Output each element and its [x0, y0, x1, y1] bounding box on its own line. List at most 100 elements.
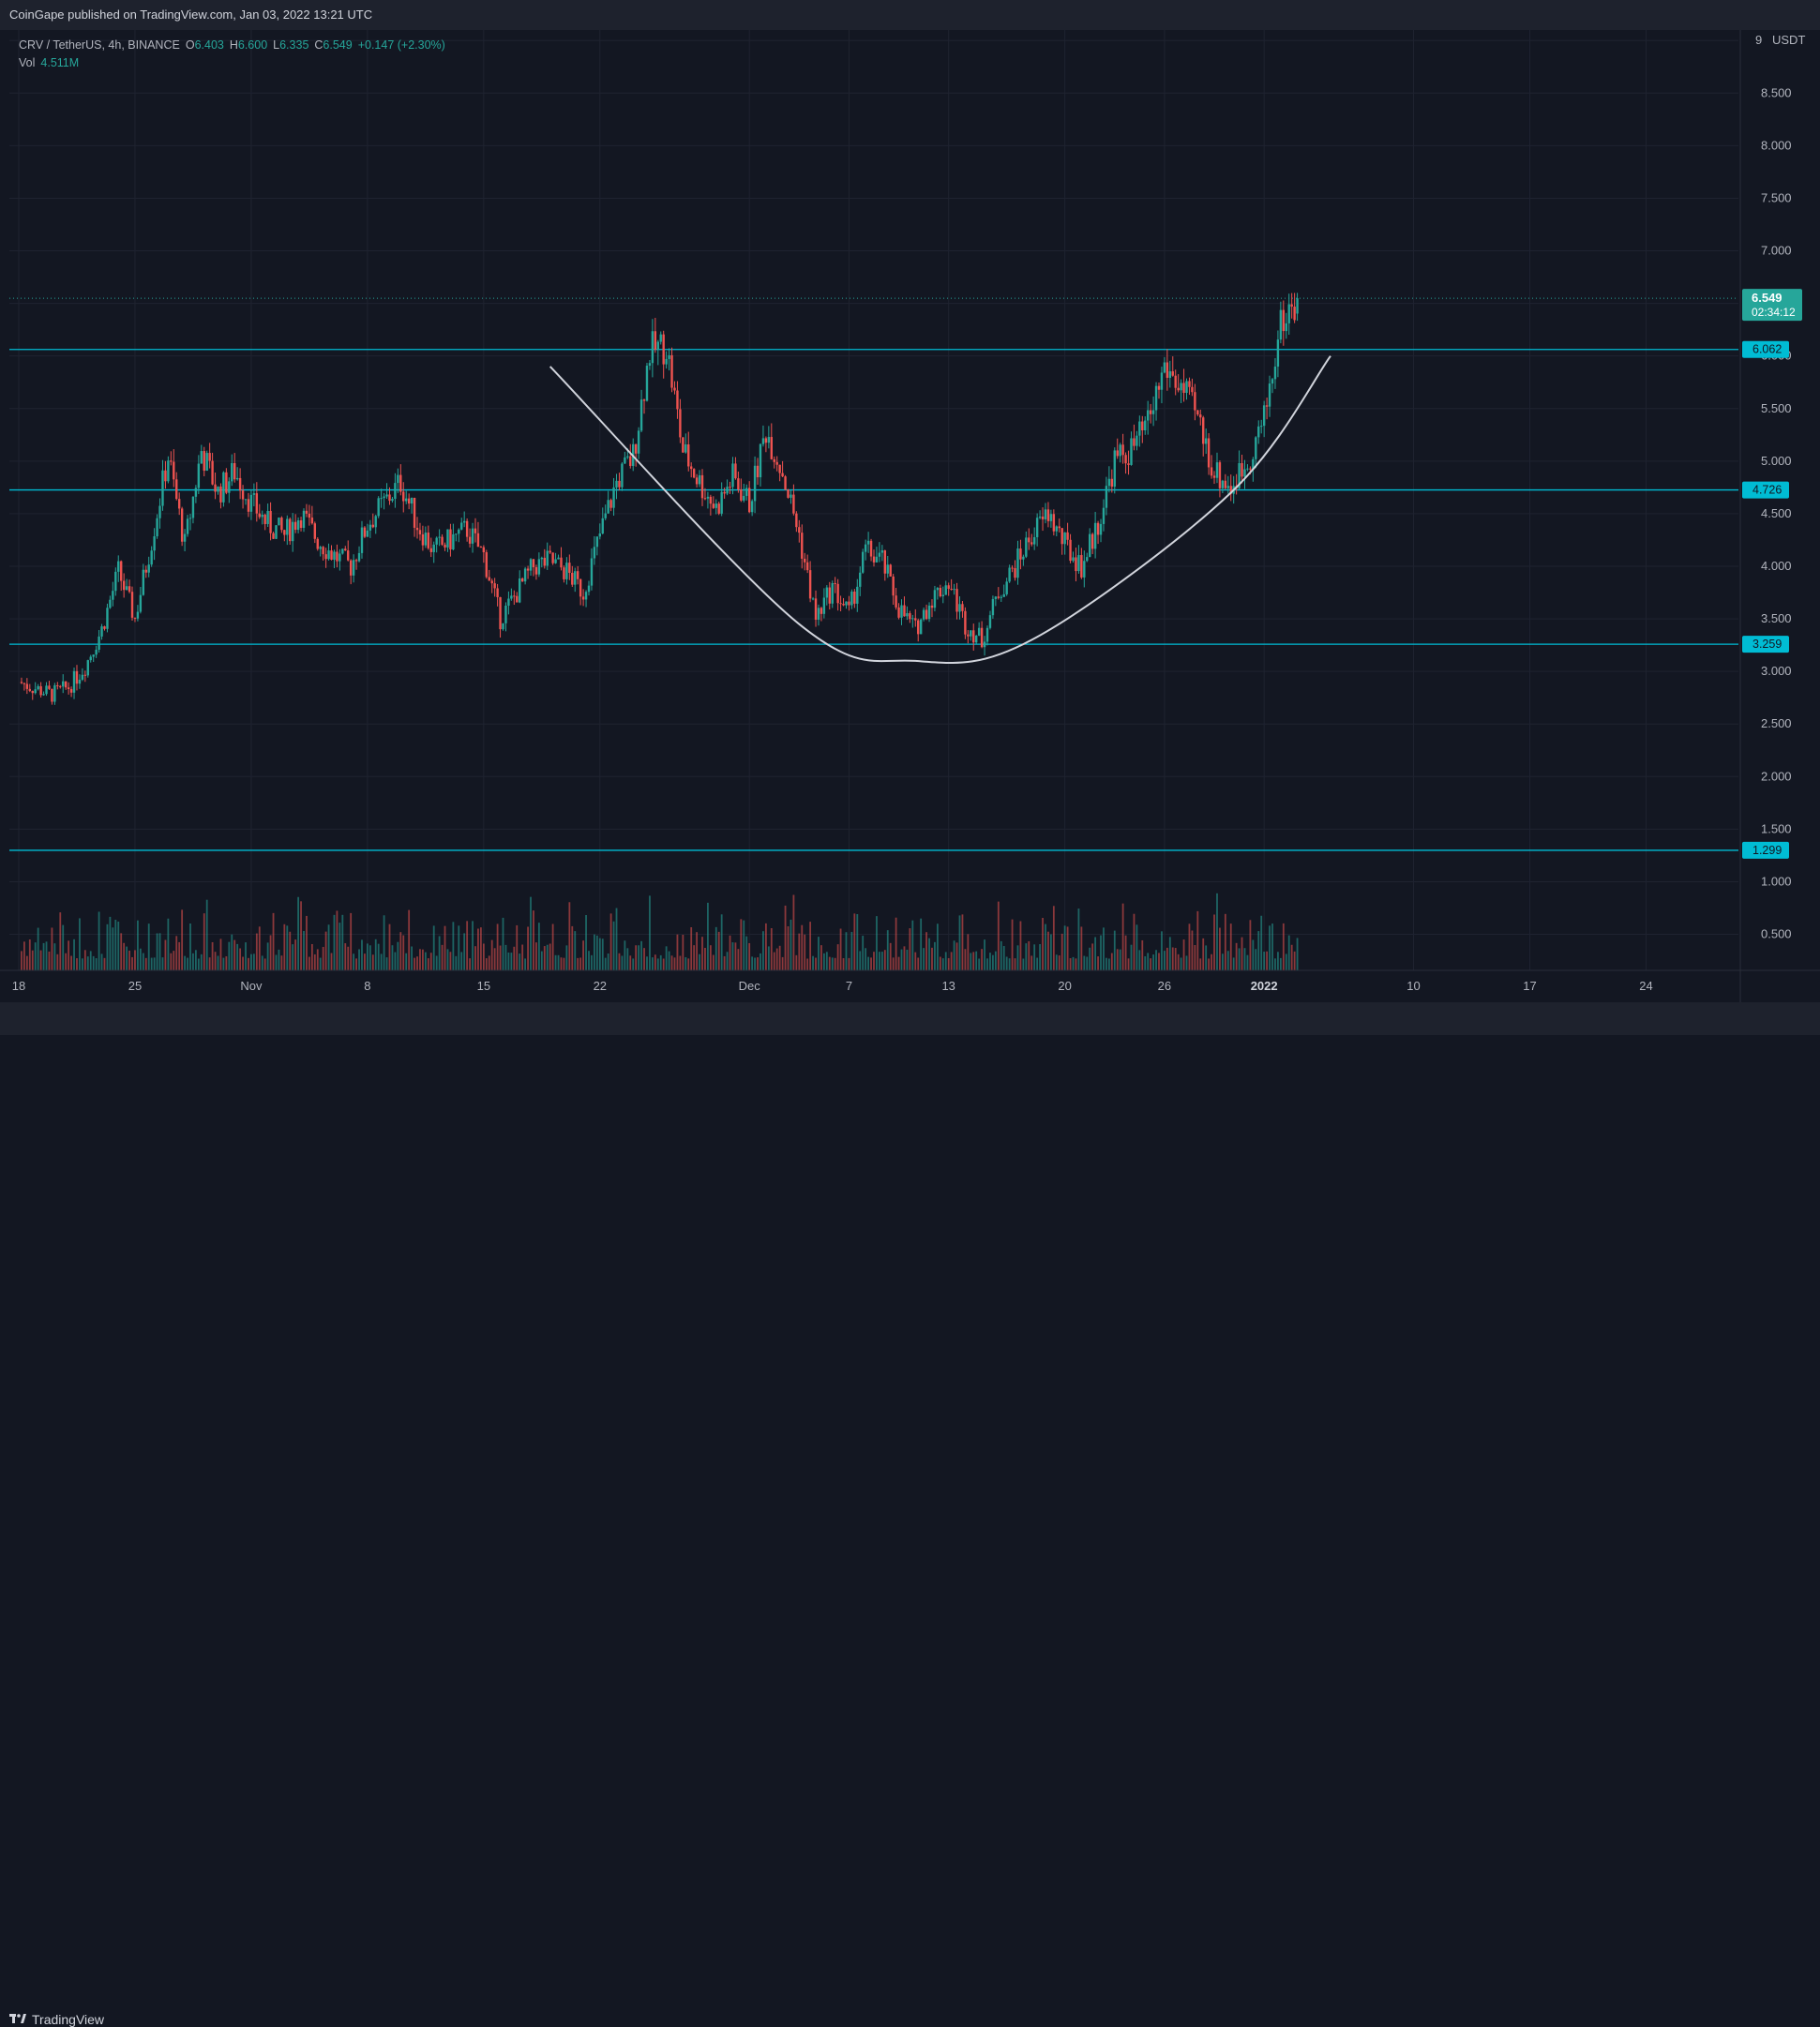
candle-body — [889, 564, 892, 577]
support-resistance-levels — [9, 349, 1738, 851]
volume-bar — [737, 949, 740, 970]
price-chart[interactable]: 98.5008.0007.5007.0006.5006.0005.5005.00… — [0, 30, 1820, 1002]
volume-bar — [906, 949, 909, 970]
candle — [493, 578, 496, 597]
candle — [308, 504, 311, 526]
candle — [781, 460, 784, 477]
candle-body — [753, 465, 757, 502]
candle-body — [723, 491, 726, 494]
candle-body — [543, 557, 546, 566]
volume-bar — [1005, 956, 1008, 970]
candle-body — [714, 503, 717, 508]
time-tick-label: 8 — [364, 979, 370, 993]
candle — [69, 686, 73, 698]
candle — [1136, 430, 1138, 451]
candle-body — [502, 623, 504, 630]
volume-bar — [56, 953, 59, 970]
candle — [142, 563, 145, 596]
candle — [81, 668, 84, 682]
open-label: O — [185, 38, 195, 52]
candle — [222, 471, 225, 507]
candle — [1287, 293, 1290, 336]
volume-bar — [252, 953, 255, 970]
volume-bar — [795, 954, 798, 970]
candle-body — [878, 552, 881, 557]
candle-body — [1171, 371, 1174, 376]
rounding-bottom-curve — [549, 355, 1331, 665]
candle-body — [764, 438, 768, 443]
candle-body — [579, 578, 582, 597]
volume-bar — [300, 901, 302, 970]
candle — [1157, 383, 1161, 399]
volume-bar — [853, 913, 856, 970]
candle — [421, 525, 425, 551]
volume-bar — [1060, 933, 1063, 970]
candle — [130, 586, 134, 621]
candle-body — [737, 478, 740, 490]
candle-body — [200, 451, 203, 464]
tradingview-logo[interactable]: TradingView — [9, 2012, 104, 2027]
volume-bar — [1216, 893, 1218, 970]
candle — [607, 490, 609, 514]
volume-bar — [635, 945, 638, 970]
candle — [714, 499, 717, 515]
candle — [808, 561, 812, 603]
volume-bar — [646, 956, 648, 970]
candle — [811, 596, 815, 601]
candle — [42, 691, 45, 697]
candle-body — [394, 483, 397, 500]
candle — [435, 536, 438, 553]
volume-bar — [911, 920, 914, 970]
volume-bar — [286, 925, 289, 970]
candle-body — [205, 453, 208, 472]
candle — [383, 492, 385, 510]
candle-body — [380, 498, 383, 500]
candle-body — [385, 494, 388, 497]
candle-body — [1022, 556, 1025, 560]
candle-body — [427, 533, 430, 548]
candle-body — [1174, 375, 1177, 388]
candle-body — [402, 491, 405, 502]
volume-bar — [961, 914, 964, 970]
candle — [576, 565, 579, 585]
candle — [534, 564, 538, 580]
volume-bar — [452, 922, 455, 970]
volume-bar — [1124, 935, 1127, 970]
volume-bar — [414, 957, 415, 970]
volume-bar — [294, 939, 297, 970]
candle-body — [106, 608, 109, 629]
volume-bar — [640, 940, 642, 970]
candle-body — [624, 457, 626, 464]
last-price-countdown: 02:34:12 — [1752, 306, 1796, 319]
candle — [352, 554, 355, 583]
volume-bar — [45, 941, 48, 970]
candle-body — [1226, 486, 1229, 488]
time-tick-label: 2022 — [1251, 979, 1278, 993]
time-tick-label: 10 — [1406, 979, 1420, 993]
volume-bar — [463, 933, 466, 970]
candle — [747, 481, 751, 514]
candle — [336, 544, 338, 568]
volume-bar — [632, 958, 635, 970]
volume-bar — [1202, 938, 1205, 970]
symbol-title[interactable]: CRV / TetherUS, 4h, BINANCE — [19, 38, 180, 52]
volume-bar — [89, 951, 92, 970]
candle — [1163, 356, 1166, 374]
candle — [263, 513, 266, 531]
volume-bar — [1133, 913, 1136, 970]
level-badge-label: 3.259 — [1752, 638, 1782, 651]
candle-body — [1083, 561, 1086, 578]
candle — [98, 630, 100, 653]
candle-body — [925, 609, 928, 620]
volume-bar — [914, 952, 917, 970]
volume-bar — [272, 912, 275, 970]
volume-bar — [856, 914, 859, 970]
candle — [170, 451, 173, 466]
candle-body — [839, 603, 842, 605]
volume-bar — [79, 918, 81, 970]
candle — [975, 635, 978, 644]
volume-bar — [784, 905, 787, 970]
candle — [563, 565, 565, 583]
candle-body — [761, 438, 765, 444]
candle-body — [255, 493, 259, 514]
